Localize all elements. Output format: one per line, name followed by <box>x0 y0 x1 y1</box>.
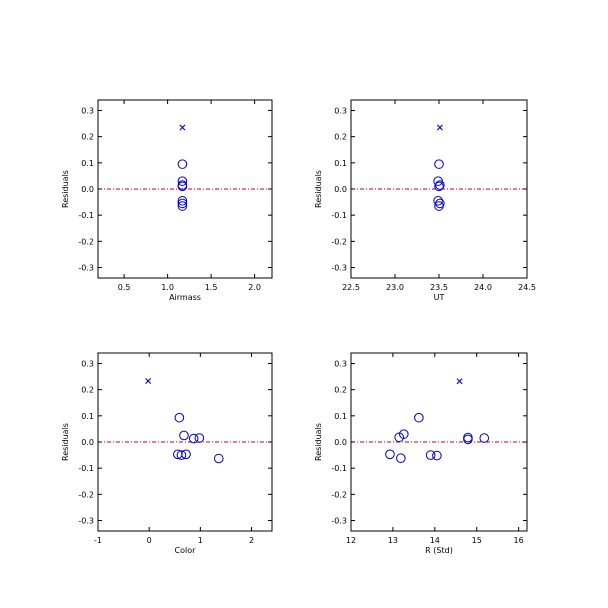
x-tick-label: 23.0 <box>386 283 404 292</box>
data-point-circle <box>394 432 404 443</box>
x-axis-label: R (Std) <box>425 546 453 555</box>
x-tick-label: 1.0 <box>161 283 174 292</box>
data-point-circle <box>385 449 395 460</box>
y-tick-label: 0.2 <box>81 133 94 142</box>
y-tick-label: 0.3 <box>81 359 94 368</box>
data-point-circle <box>432 450 442 461</box>
y-tick-label: 0.3 <box>334 359 347 368</box>
data-point-circle <box>177 159 188 169</box>
y-tick-label: -0.3 <box>331 264 347 273</box>
data-point-circle <box>396 453 406 464</box>
y-tick-label: 0.1 <box>334 412 347 421</box>
y-tick-label: -0.1 <box>78 464 94 473</box>
x-tick-label: 12 <box>346 536 356 545</box>
y-tick-label: 0.0 <box>334 185 347 194</box>
y-axis-label: Residuals <box>61 423 70 461</box>
x-tick-label: 13 <box>388 536 398 545</box>
data-point-cross <box>179 124 186 131</box>
data-point-circle <box>479 433 490 443</box>
panel-color: -1 0 1 2 -0.3 -0.2 -0.1 0.0 0.1 0.2 0.3 Color Residu… <box>61 352 273 555</box>
data-point-circle <box>177 201 188 211</box>
data-point-circle <box>174 412 185 423</box>
y-axis-label: Residuals <box>61 170 70 208</box>
data-point-circle <box>177 176 188 186</box>
y-tick-label: 0.2 <box>334 386 347 395</box>
y-tick-label: -0.2 <box>78 490 94 499</box>
data-point-cross <box>436 124 443 131</box>
y-tick-label: 0.2 <box>81 386 94 395</box>
y-tick-label: -0.2 <box>78 237 94 246</box>
data-point-circle <box>434 201 444 211</box>
data-point-circle <box>177 181 188 192</box>
x-tick-label: -1 <box>94 536 102 545</box>
data-point-circle <box>414 412 424 423</box>
data-point-circle <box>463 434 473 445</box>
y-axis-label: Residuals <box>314 423 323 461</box>
data-point-circle <box>433 195 443 206</box>
data-point-circle <box>463 432 473 443</box>
data-point-circle <box>213 453 224 464</box>
data-point-circle <box>194 433 205 443</box>
panel-ut: 22.5 23.0 23.5 24.0 24.5 -0.3 -0.2 -0.1 0.0 0.1 0.… <box>314 99 536 302</box>
x-axis-label: Airmass <box>169 293 201 302</box>
y-tick-label: 0.2 <box>334 133 347 142</box>
y-tick-label: -0.1 <box>331 464 347 473</box>
x-axis-label: UT <box>434 293 445 302</box>
x-tick-label: 2.0 <box>248 283 261 292</box>
x-tick-label: 22.5 <box>342 283 360 292</box>
panel-r-std: 12 13 14 15 16 -0.3 -0.2 -0.1 0.0 0.1 0.2 0.3 R (Std… <box>314 352 528 555</box>
y-tick-label: -0.2 <box>331 490 347 499</box>
y-tick-label: -0.1 <box>78 211 94 220</box>
y-tick-label: 0.1 <box>81 412 94 421</box>
x-tick-label: 0.5 <box>118 283 131 292</box>
x-tick-label: 23.5 <box>430 283 448 292</box>
x-tick-label: 24.5 <box>518 283 536 292</box>
y-tick-label: -0.3 <box>78 264 94 273</box>
data-point-circle <box>176 450 187 460</box>
y-tick-label: -0.2 <box>331 237 347 246</box>
y-axis-label: Residuals <box>314 170 323 208</box>
data-point-circle <box>181 449 191 460</box>
y-tick-label: -0.1 <box>331 211 347 220</box>
x-tick-label: 14 <box>430 536 440 545</box>
x-tick-label: 1.5 <box>205 283 218 292</box>
x-tick-label: 24.0 <box>474 283 492 292</box>
y-tick-label: -0.3 <box>331 517 347 526</box>
data-point-circle <box>435 180 445 190</box>
data-point-circle <box>177 195 188 206</box>
x-axis-label: Color <box>175 546 197 555</box>
y-tick-label: 0.0 <box>81 185 94 194</box>
data-point-circle <box>434 159 444 169</box>
y-tick-label: 0.1 <box>81 159 94 168</box>
y-tick-label: 0.3 <box>81 106 94 115</box>
data-point-circle <box>425 450 436 460</box>
y-tick-label: -0.3 <box>78 517 94 526</box>
x-tick-label: 1 <box>198 536 203 545</box>
x-tick-label: 2 <box>249 536 254 545</box>
x-tick-label: 15 <box>472 536 482 545</box>
x-tick-label: 16 <box>514 536 524 545</box>
y-tick-label: 0.0 <box>81 438 94 447</box>
data-point-cross <box>145 378 152 384</box>
x-tick-label: 0 <box>147 536 152 545</box>
panel-airmass: 0.5 1.0 1.5 2.0 -0.3 -0.2 -0.1 0.0 0.1 0.2 0.3 Airm… <box>61 99 273 302</box>
y-tick-label: 0.1 <box>334 159 347 168</box>
y-tick-label: 0.0 <box>334 438 347 447</box>
data-point-circle <box>434 181 444 192</box>
data-point-circle <box>177 198 188 209</box>
data-point-circle <box>179 430 189 441</box>
data-point-cross <box>456 378 463 385</box>
data-point-circle <box>188 433 199 444</box>
y-tick-label: 0.3 <box>334 106 347 115</box>
